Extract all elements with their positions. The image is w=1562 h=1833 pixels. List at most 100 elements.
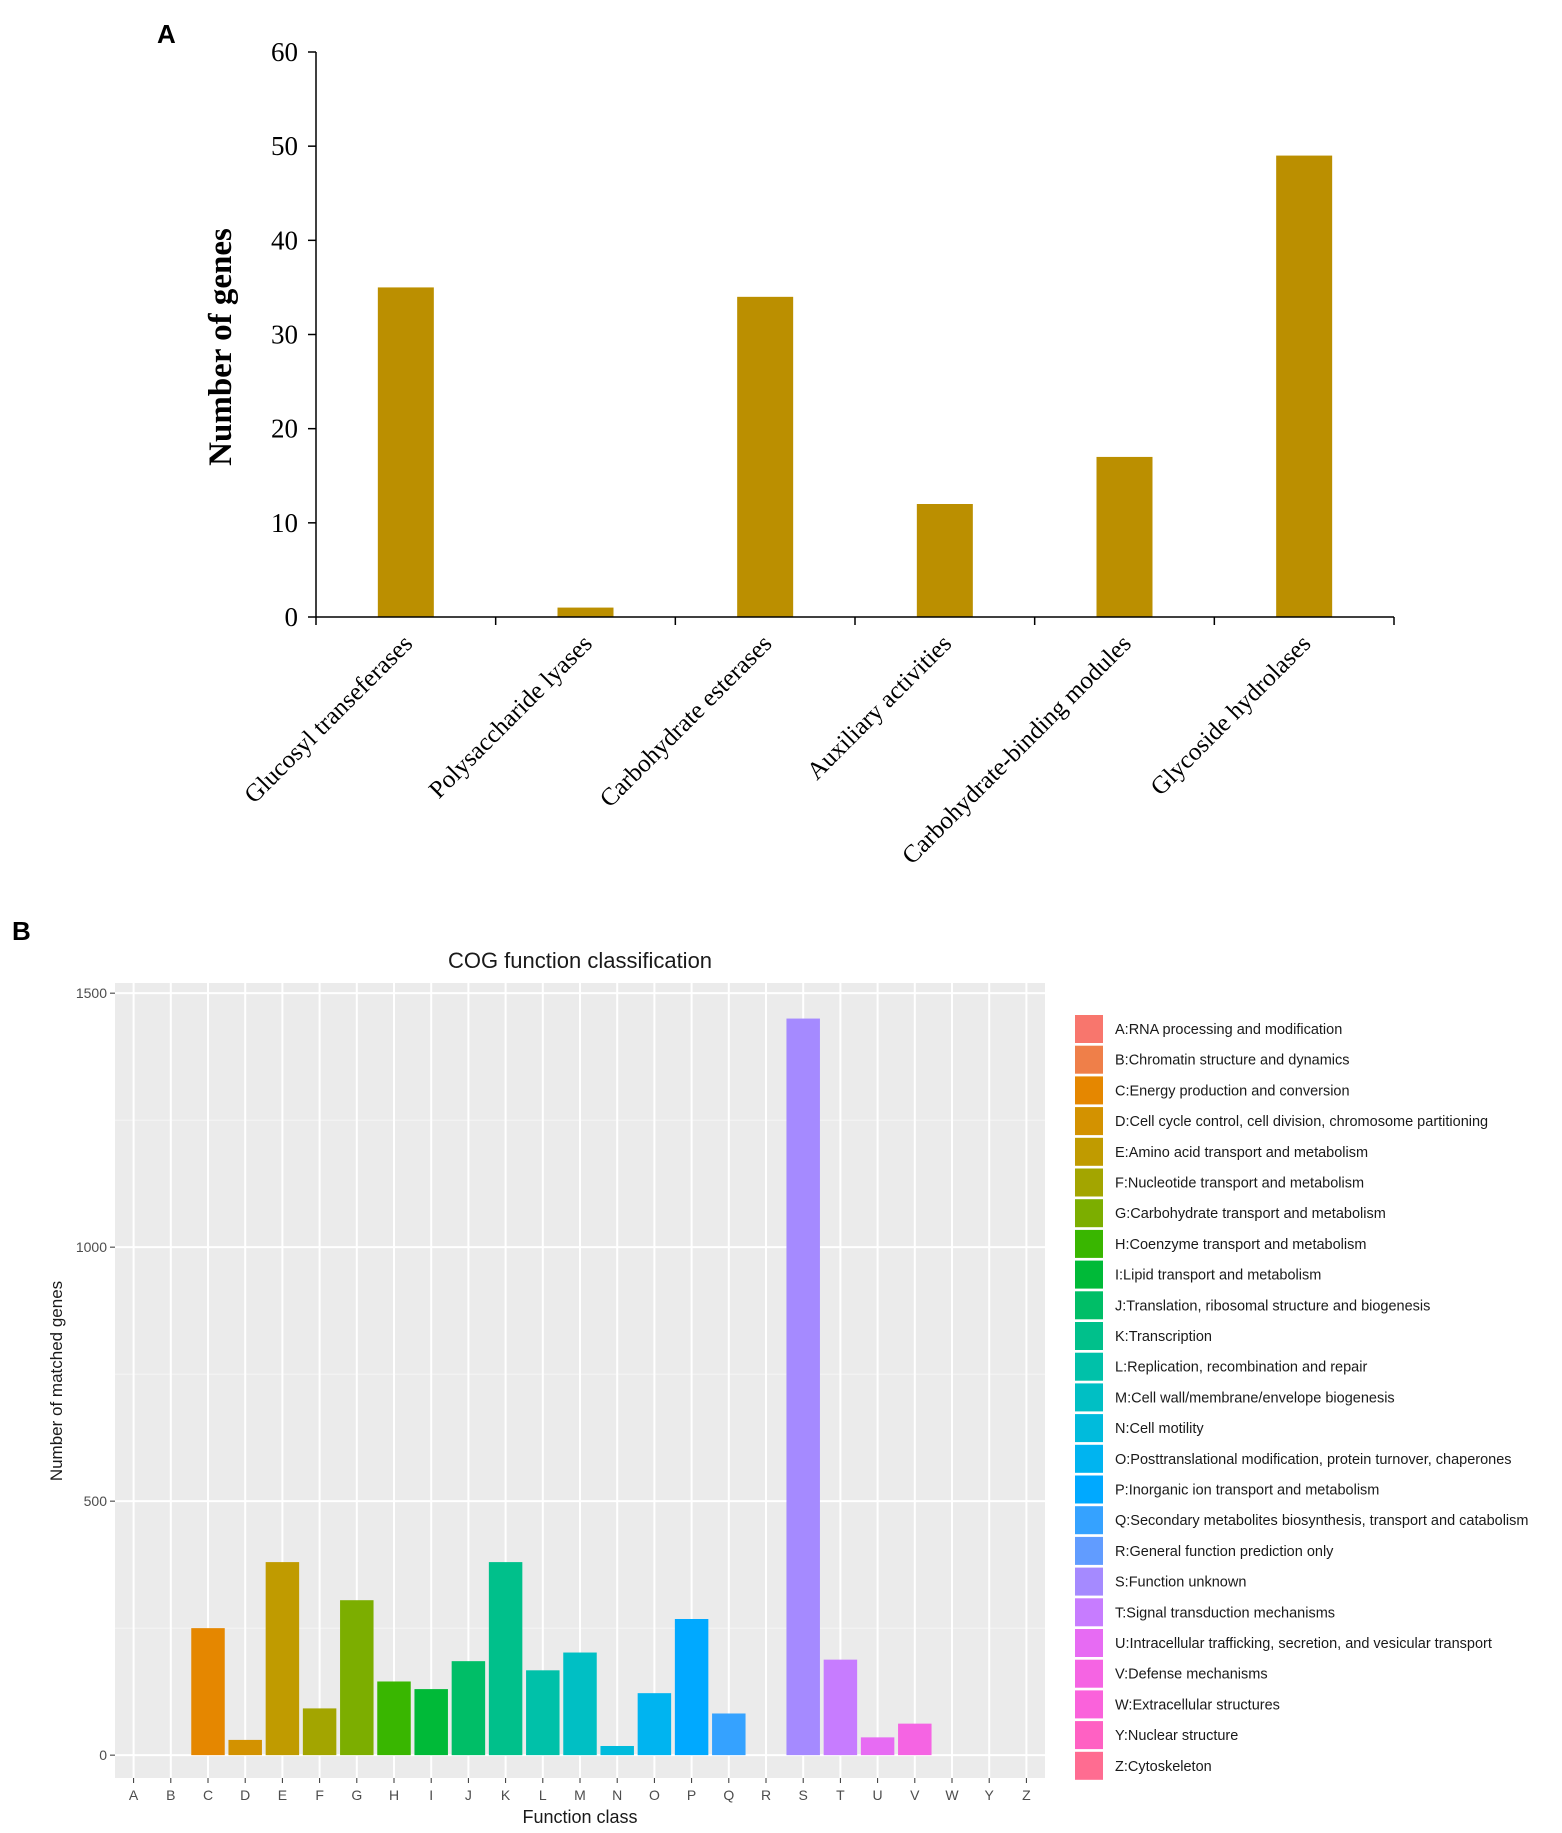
chart-b-legend-label: Y:Nuclear structure (1115, 1728, 1238, 1744)
chart-a-bar (1276, 155, 1333, 618)
chart-b-x-tick-label: E (278, 1787, 287, 1803)
chart-b-bar (898, 1723, 932, 1756)
chart-b-legend-swatch (1075, 1137, 1103, 1166)
chart-a-x-tick-label: Polysaccharide lyases (424, 630, 598, 804)
chart-b-bar (786, 1018, 820, 1756)
chart-b-bar (228, 1739, 262, 1756)
chart-b-legend-label: M:Cell wall/membrane/envelope biogenesis (1115, 1390, 1395, 1406)
chart-a-y-tick-label: 60 (271, 37, 298, 67)
chart-b-legend: A:RNA processing and modification B:Chrom… (1075, 1015, 1528, 1780)
chart-a-y-axis-label: Number of genes (203, 228, 239, 466)
chart-b-legend-swatch (1075, 1322, 1103, 1350)
chart-a-bar (557, 607, 614, 617)
chart-b-legend-label: T:Signal transduction mechanisms (1115, 1605, 1335, 1621)
chart-b-legend-swatch (1075, 1383, 1103, 1412)
chart-a-bar (737, 296, 794, 617)
chart-b-legend-label: B:Chromatin structure and dynamics (1115, 1053, 1350, 1069)
chart-b-legend-swatch (1075, 1475, 1103, 1504)
chart-b-legend-label: C:Energy production and conversion (1115, 1083, 1350, 1099)
chart-b-y-tick-label: 1000 (76, 1239, 107, 1255)
chart-b-x-tick-label: G (351, 1787, 362, 1803)
chart-b-x-tick-label: I (429, 1787, 433, 1803)
chart-b-legend-label: A:RNA processing and modification (1115, 1022, 1342, 1038)
chart-a-y-tick-label: 40 (271, 225, 298, 255)
chart-b-x-tick-label: U (873, 1787, 883, 1803)
chart-b-bar (302, 1708, 337, 1756)
chart-b-legend-swatch (1075, 1690, 1103, 1719)
chart-b-bar (265, 1562, 300, 1756)
chart-b-legend-swatch (1075, 1015, 1103, 1043)
chart-b-legend-swatch (1075, 1291, 1103, 1320)
chart-a-bar (1096, 456, 1153, 617)
chart-b-x-tick-label: N (612, 1787, 622, 1803)
chart-b-x-tick-label: S (799, 1787, 808, 1803)
chart-a: 0 10 20 30 40 50 60 Glucosyl transeferases Poly… (203, 37, 1395, 870)
chart-b-x-axis-label: Function class (522, 1807, 637, 1827)
chart-b-legend-swatch (1075, 1659, 1103, 1688)
chart-b-legend-label: G:Carbohydrate transport and metabolism (1115, 1206, 1386, 1222)
chart-a-bar (916, 504, 973, 617)
chart-b-x-tick-label: B (166, 1787, 175, 1803)
chart-b-legend-swatch (1075, 1536, 1103, 1565)
chart-b-legend-label: L:Replication, recombination and repair (1115, 1360, 1367, 1376)
chart-b-x-tick-label: L (539, 1787, 547, 1803)
chart-b-legend-swatch (1075, 1567, 1103, 1596)
chart-b-x-tick-label: Z (1022, 1787, 1031, 1803)
chart-b-x-tick-label: W (945, 1787, 959, 1803)
chart-a-y-tick-label: 50 (271, 131, 298, 161)
panel-a-label: A (157, 19, 176, 49)
chart-b-x-tick-label: V (910, 1787, 920, 1803)
chart-b-legend-swatch (1075, 1199, 1103, 1228)
chart-a-x-tick-label: Carbohydrate esterases (595, 630, 778, 813)
chart-a-y-tick-label: 0 (285, 602, 299, 632)
chart-b-x-tick-label: J (465, 1787, 472, 1803)
chart-b-x-tick-label: R (761, 1787, 771, 1803)
chart-b-legend-swatch (1075, 1414, 1103, 1443)
chart-b-bar (191, 1628, 225, 1756)
chart-b-legend-label: P:Inorganic ion transport and metabolism (1115, 1483, 1379, 1499)
chart-b-legend-label: E:Amino acid transport and metabolism (1115, 1145, 1368, 1161)
chart-b-legend-swatch (1075, 1751, 1103, 1780)
chart-b-legend-swatch (1075, 1107, 1103, 1136)
chart-b-x-tick-label: Y (985, 1787, 995, 1803)
chart-b-bar (488, 1562, 523, 1756)
chart-b-legend-swatch (1075, 1168, 1103, 1197)
chart-b-legend-swatch (1075, 1352, 1103, 1381)
chart-b-x-tick-label: D (240, 1787, 250, 1803)
chart-b-legend-swatch (1075, 1229, 1103, 1258)
chart-b-legend-swatch (1075, 1045, 1103, 1074)
chart-b-bar (823, 1659, 858, 1756)
chart-a-x-tick-label: Auxiliary activities (802, 630, 957, 785)
chart-b-bar (340, 1600, 374, 1756)
chart-b-bar (860, 1737, 895, 1756)
chart-a-y-tick-label: 20 (271, 414, 298, 444)
chart-b-legend-label: O:Posttranslational modification, protei… (1115, 1452, 1512, 1468)
chart-b-bar (674, 1619, 709, 1756)
chart-b-x-tick-label: T (836, 1787, 845, 1803)
chart-b-bar (526, 1670, 560, 1756)
chart-b-bar (451, 1661, 486, 1756)
chart-b-x-tick-label: F (315, 1787, 324, 1803)
chart-b-legend-label: W:Extracellular structures (1115, 1697, 1280, 1713)
chart-b-y-tick-label: 0 (99, 1747, 107, 1763)
chart-a-bar (377, 287, 434, 617)
chart-b-x-tick-label: M (574, 1787, 586, 1803)
chart-b-legend-label: R:General function prediction only (1115, 1544, 1334, 1560)
chart-b-title: COG function classification (448, 948, 712, 973)
chart-b-x-tick-label: C (203, 1787, 213, 1803)
panel-b-label: B (12, 916, 31, 946)
chart-b-legend-swatch (1075, 1444, 1103, 1473)
chart-b-legend-label: K:Transcription (1115, 1329, 1212, 1345)
chart-b-legend-label: U:Intracellular trafficking, secretion, … (1115, 1636, 1492, 1652)
chart-b-y-tick-label: 500 (84, 1493, 108, 1509)
chart-b-legend-label: Z:Cytoskeleton (1115, 1759, 1212, 1775)
chart-b-x-tick-label: K (501, 1787, 511, 1803)
chart-b-legend-swatch (1075, 1506, 1103, 1535)
chart-a-y-tick-label: 10 (271, 508, 298, 538)
chart-b: 0 500 1000 1500 A B C D E F G H I J K L M N O P Q R S T U V W Y Z C… (47, 948, 1528, 1827)
chart-b-legend-label: N:Cell motility (1115, 1421, 1204, 1437)
chart-b-x-tick-label: P (687, 1787, 696, 1803)
chart-b-bar (637, 1693, 672, 1756)
chart-b-legend-swatch (1075, 1598, 1103, 1627)
